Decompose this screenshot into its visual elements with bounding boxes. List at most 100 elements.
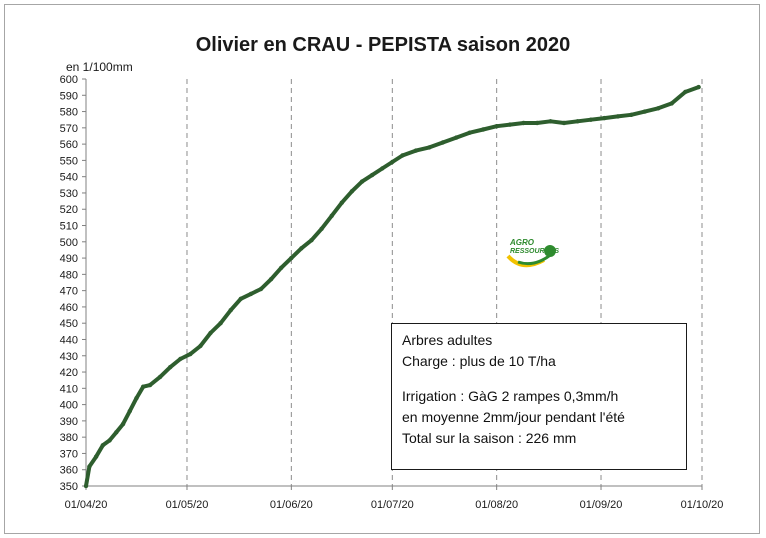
data-point (93, 454, 99, 459)
data-point (615, 114, 620, 119)
x-tick-label: 01/05/20 (166, 499, 209, 511)
note-line-total: Total sur la saison : 226 mm (402, 430, 577, 446)
chart-title: Olivier en CRAU - PEPISTA saison 2020 (195, 34, 571, 56)
y-tick-label: 410 (60, 383, 78, 395)
y-tick-label: 430 (60, 351, 78, 363)
y-tick-label: 470 (60, 286, 78, 298)
y-tick-label: 500 (60, 237, 78, 249)
data-point (309, 238, 314, 243)
data-point (248, 291, 254, 297)
data-point (359, 179, 365, 184)
x-tick-label: 01/07/20 (371, 499, 414, 511)
data-point (440, 140, 445, 145)
data-point (656, 106, 661, 111)
data-point (494, 124, 499, 129)
y-tick-label: 540 (60, 172, 78, 184)
grid (186, 79, 703, 486)
y-tick-label: 560 (60, 139, 78, 151)
data-point (467, 130, 472, 135)
data-point (87, 464, 92, 469)
data-point (198, 343, 203, 349)
x-tick-labels: 01/04/20 01/05/20 01/06/20 01/07/20 01/08/20… (65, 499, 724, 511)
y-tick-label: 490 (60, 253, 78, 265)
data-point (299, 246, 304, 251)
y-tick-label: 360 (60, 465, 78, 477)
svg-text:RESSOURCES: RESSOURCES (510, 248, 559, 255)
note-line-average: en moyenne 2mm/jour pendant l'été (402, 409, 625, 425)
data-point (561, 120, 567, 126)
y-tick-label: 450 (60, 318, 78, 330)
y-axis-unit-label: en 1/100mm (66, 60, 133, 74)
y-tick-label: 530 (60, 188, 78, 200)
data-point (369, 172, 375, 178)
data-point (114, 430, 119, 435)
data-point (157, 374, 163, 380)
y-tick-label: 590 (60, 90, 78, 102)
x-tick-label: 01/09/20 (580, 499, 623, 511)
y-tick-label: 600 (60, 74, 78, 86)
data-point (669, 101, 674, 106)
data-point (268, 277, 274, 282)
note-line-load: Charge : plus de 10 T/ha (402, 353, 556, 369)
y-tick-label: 550 (60, 155, 78, 167)
y-tick-label: 520 (60, 204, 78, 216)
data-point (588, 117, 594, 122)
x-tick-label: 01/08/20 (475, 499, 518, 511)
y-tick-label: 370 (60, 448, 78, 460)
data-point (390, 159, 395, 165)
data-point (279, 265, 284, 270)
logo-graphic: AGRO RESSOURCES (506, 238, 559, 268)
data-point (289, 255, 294, 261)
data-point (319, 226, 324, 231)
data-point (413, 148, 419, 153)
y-tick-label: 390 (60, 416, 78, 428)
y-tick-label: 440 (60, 334, 78, 346)
series (83, 84, 701, 489)
y-tick-label: 480 (60, 269, 78, 281)
data-point (534, 120, 540, 126)
data-point (339, 200, 344, 205)
data-point (507, 122, 513, 127)
data-point (548, 119, 553, 124)
note-line-trees: Arbres adultes (402, 332, 493, 348)
data-point (521, 120, 526, 126)
y-tick-label: 420 (60, 367, 78, 379)
y-tick-label: 380 (60, 432, 78, 444)
data-point (208, 330, 213, 336)
data-point (107, 438, 112, 443)
note-line-irrigation: Irrigation : GàG 2 rampes 0,3mm/h (402, 388, 619, 404)
data-point (481, 127, 486, 132)
data-point (178, 356, 183, 362)
y-tick-label: 580 (60, 107, 78, 119)
data-point (83, 483, 89, 489)
data-point (696, 84, 701, 90)
data-point (454, 135, 459, 140)
annotation-box: Arbres adultes Charge : plus de 10 T/ha … (391, 323, 687, 470)
series-line (84, 85, 701, 488)
data-point (168, 365, 173, 370)
x-tick-label: 01/04/20 (65, 499, 108, 511)
data-point (629, 112, 634, 118)
data-point (642, 109, 647, 114)
data-point (100, 443, 106, 448)
data-point (127, 408, 132, 414)
data-point (329, 213, 334, 218)
data-point (238, 296, 243, 301)
data-point (218, 321, 223, 326)
data-point (141, 384, 146, 389)
agro-ressources-logo: AGRO RESSOURCES (504, 236, 562, 270)
data-point (120, 421, 126, 427)
data-point (602, 115, 607, 121)
svg-text:AGRO: AGRO (509, 238, 535, 247)
data-point (147, 382, 153, 388)
data-point (134, 395, 139, 401)
data-point (188, 351, 193, 357)
y-tick-label: 570 (60, 123, 78, 135)
y-tick-labels: 600 590 580 570 560 550 540 530 520 510 500 490 480 4… (60, 74, 78, 493)
x-tick-label: 01/10/20 (681, 499, 724, 511)
data-point (380, 166, 385, 171)
data-point (575, 119, 580, 124)
data-point (400, 153, 405, 158)
data-point (258, 286, 264, 292)
